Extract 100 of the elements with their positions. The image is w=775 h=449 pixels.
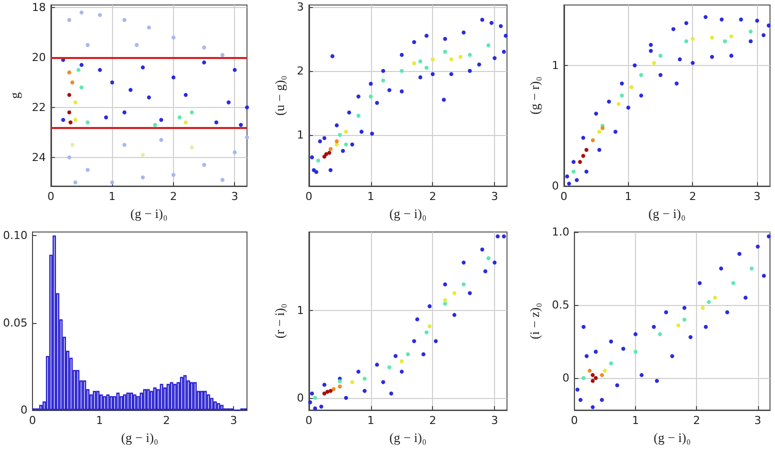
point [632,63,637,68]
point [134,42,139,47]
point [178,115,182,120]
point [468,68,472,73]
point [639,73,644,78]
point [616,102,621,106]
point [70,80,74,84]
point [76,68,80,72]
point [340,148,345,153]
point [670,354,674,358]
point [594,112,598,116]
point [671,27,676,32]
point [704,324,708,329]
point [313,406,318,410]
point [146,95,151,100]
point [449,57,454,62]
point [468,52,472,57]
point [68,120,73,124]
point [316,158,320,162]
point [415,317,420,322]
x-tick-label: 2 [429,190,436,204]
point [597,148,602,152]
point [406,352,410,356]
x-axis-title: (g − i)₀ [130,206,168,221]
point [496,234,500,238]
point [73,180,78,184]
x-tick-label: 1 [96,414,104,428]
x-tick-label: 1 [108,190,116,204]
point [684,21,688,26]
point [61,118,66,122]
point [122,18,126,22]
point [67,110,72,114]
x-tick-label: 1 [624,190,632,204]
point [328,388,333,393]
point [86,42,90,47]
point [67,92,72,97]
point [634,332,638,336]
y-axis-title: (r − i)₀ [272,304,287,339]
point [356,370,360,374]
y-tick-label: 0.10 [2,228,28,242]
point [334,139,339,144]
point [676,323,680,328]
x-axis-title: (g − i)₀ [654,430,691,445]
point [308,400,312,404]
x-tick-label: 1 [632,414,640,428]
point [424,66,429,70]
point [652,324,656,329]
point [658,54,663,58]
y-tick-label: 18 [32,1,46,14]
point [477,62,482,67]
point [190,145,194,150]
point [328,168,333,172]
point [375,362,379,367]
point [584,170,588,174]
point [674,81,679,86]
point [588,368,592,373]
point [654,378,659,383]
point [418,59,422,64]
point [428,304,432,308]
point [110,80,114,84]
point [626,106,630,110]
point [338,384,342,389]
point [504,34,508,38]
point [581,136,586,140]
point [368,94,373,99]
point [615,383,620,388]
point [153,122,158,127]
point [421,352,426,356]
point [400,359,404,364]
point [400,68,404,73]
x-axis-title: (g − i)₀ [648,206,686,221]
point [356,114,360,118]
point [318,139,322,144]
point [171,75,176,80]
point [606,100,611,104]
x-tick-label: 3 [230,414,238,428]
point [498,24,503,28]
point [110,180,114,184]
point [67,18,72,22]
point [452,291,456,296]
point [313,396,318,400]
point [362,388,367,393]
point [70,142,74,147]
x-tick-label: 0 [305,190,312,204]
point [184,92,188,97]
point [356,94,360,99]
point [597,130,602,134]
point [640,373,644,378]
point [690,36,695,41]
point [310,392,314,396]
y-tick-label: 1.0 [552,226,570,238]
point [400,52,404,57]
x-tick-label: 3 [754,414,762,428]
point [424,34,429,38]
y-tick-label: 3 [296,0,304,14]
point [245,135,249,140]
x-tick-label: 0 [305,414,312,428]
point [443,36,448,41]
point [412,40,416,44]
point [245,105,249,110]
